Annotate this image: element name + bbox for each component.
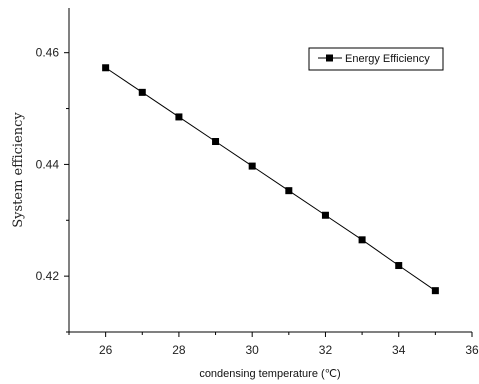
x-tick-label: 26 <box>99 343 113 357</box>
x-tick-label: 36 <box>465 343 479 357</box>
data-point <box>285 187 293 195</box>
data-point <box>321 211 329 219</box>
x-tick-label: 32 <box>319 343 333 357</box>
data-point <box>212 138 220 146</box>
series-line-energy-efficiency <box>105 67 436 292</box>
y-axis-title: System efficiency <box>11 112 26 228</box>
legend-entry-energy-efficiency: Energy Efficiency <box>345 53 430 65</box>
series-points-energy-efficiency <box>102 64 439 295</box>
data-point <box>431 287 439 295</box>
legend-marker-sample <box>326 54 333 62</box>
legend: Energy Efficiency <box>308 47 444 71</box>
legend-box <box>308 47 444 71</box>
data-point <box>102 64 110 72</box>
x-axis-ticks: 26 28 30 32 34 36 <box>68 332 479 357</box>
data-point <box>138 88 146 96</box>
data-point <box>248 162 256 170</box>
x-axis-title: condensing temperature (℃) <box>199 368 340 380</box>
x-tick-label: 34 <box>392 343 406 357</box>
data-point <box>175 113 183 121</box>
plot-area: 26 28 30 32 34 36 0.42 0.44 0.46 <box>36 8 479 357</box>
y-axis-ticks: 0.42 0.44 0.46 <box>36 46 69 333</box>
data-point <box>395 262 403 270</box>
data-point <box>358 236 366 244</box>
x-tick-label: 30 <box>246 343 260 357</box>
x-tick-label: 28 <box>172 343 186 357</box>
y-tick-label: 0.44 <box>36 157 60 171</box>
y-tick-label: 0.42 <box>36 269 60 283</box>
y-tick-label: 0.46 <box>36 46 60 60</box>
